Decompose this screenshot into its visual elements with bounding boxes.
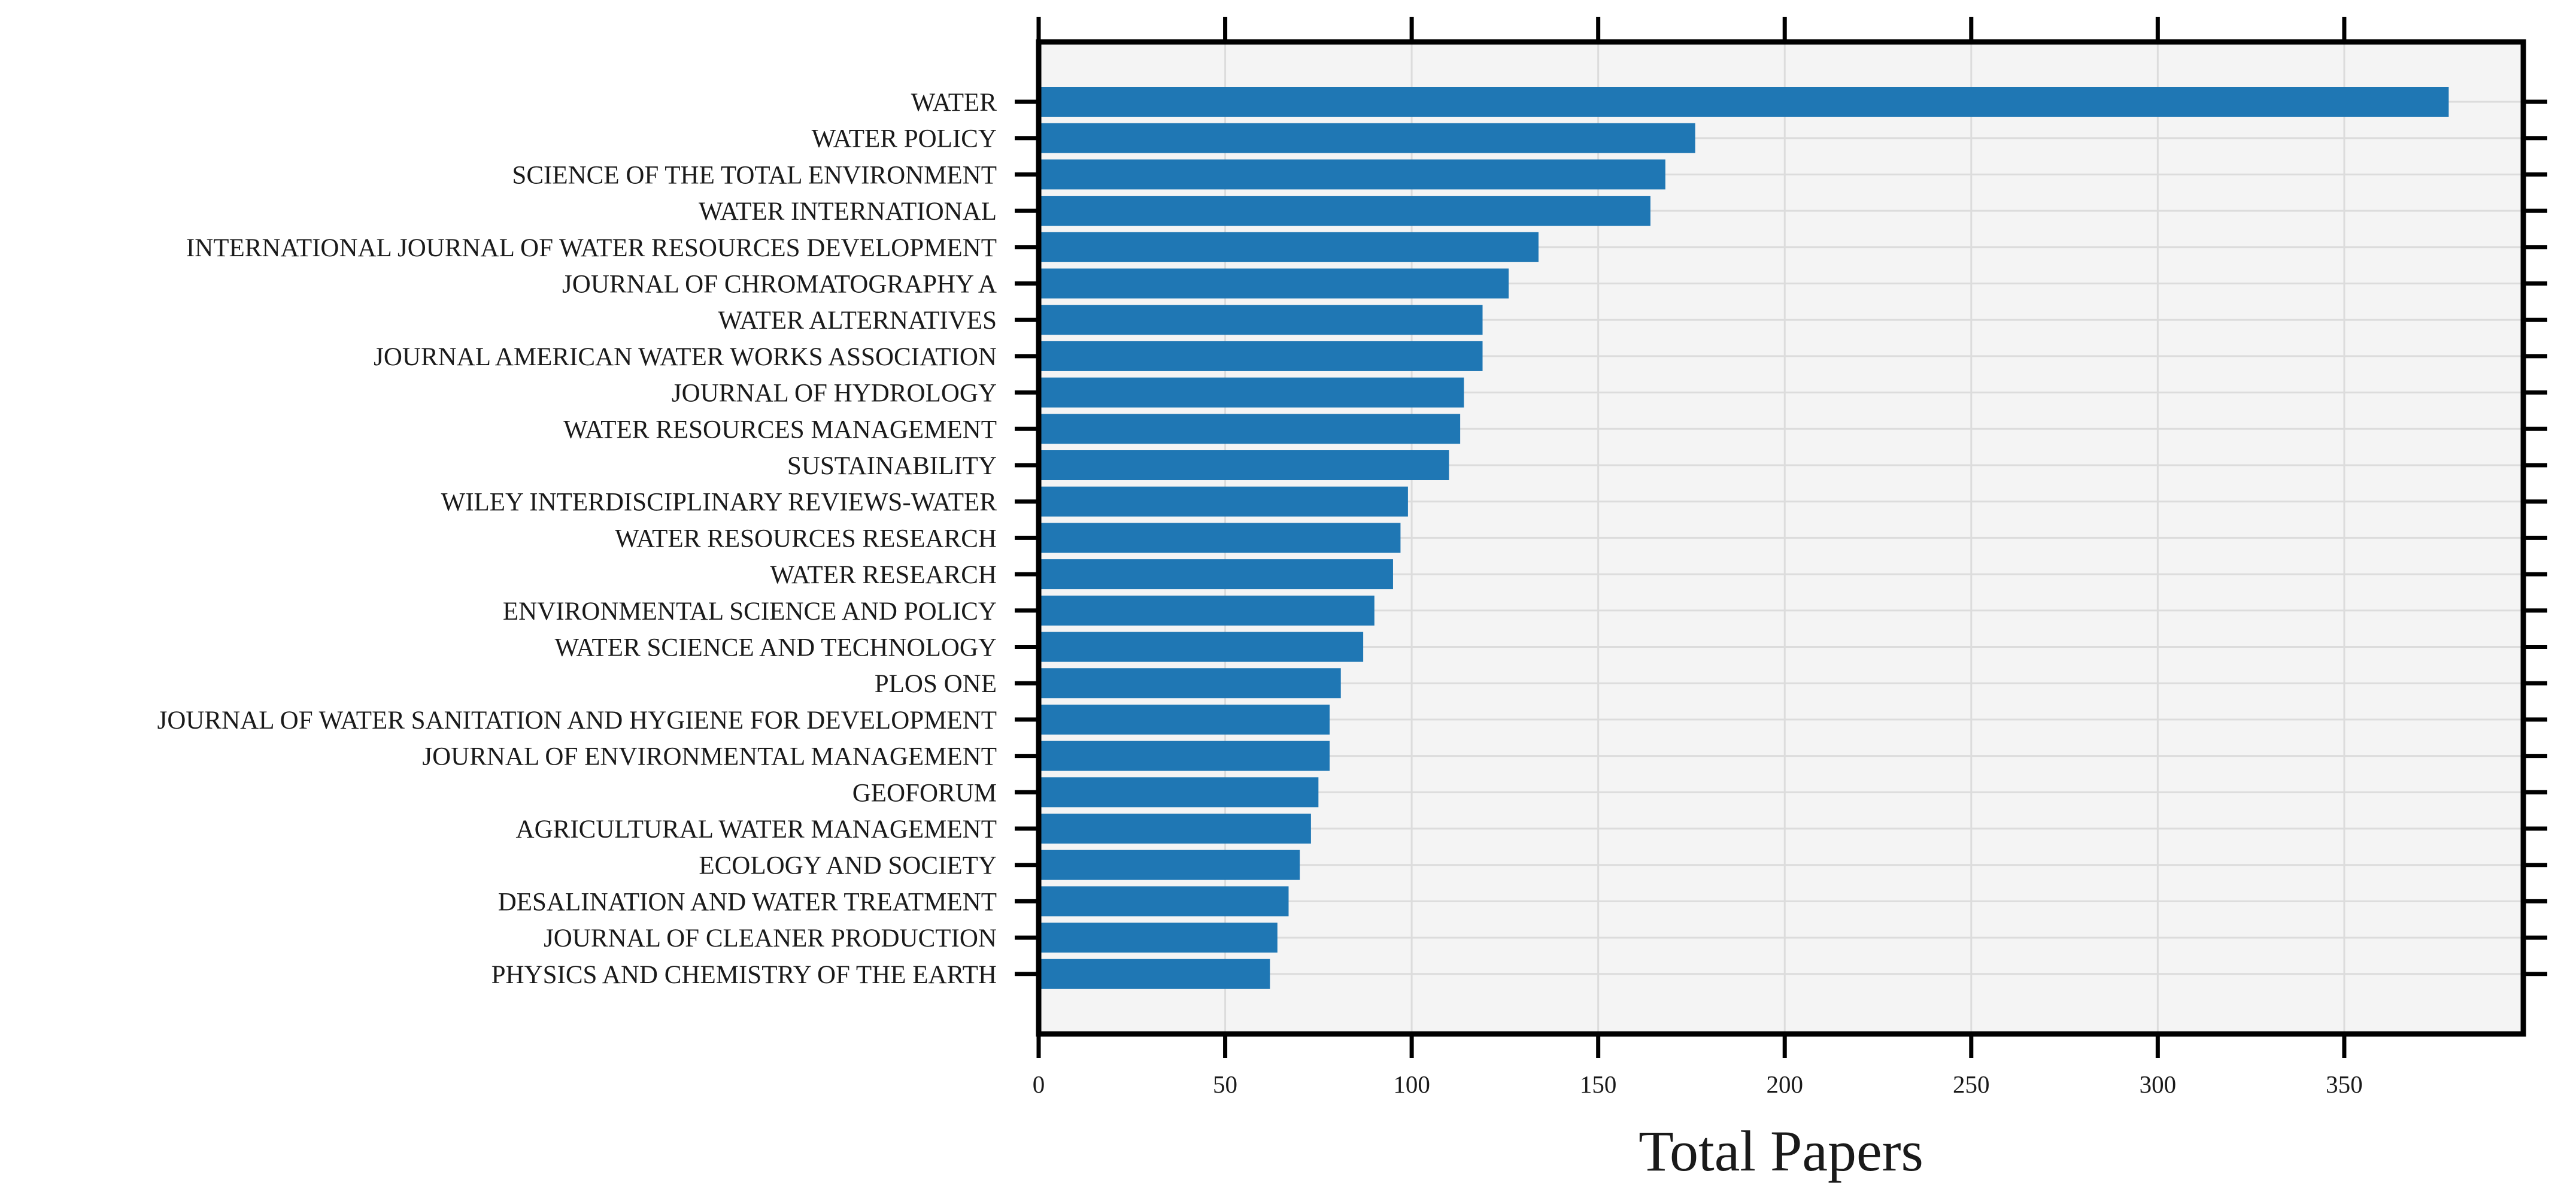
category-label: ECOLOGY AND SOCIETY bbox=[699, 852, 997, 880]
category-label: WATER SCIENCE AND TECHNOLOGY bbox=[554, 634, 997, 662]
bars bbox=[1039, 87, 2449, 989]
bar bbox=[1039, 741, 1330, 771]
category-label: WATER INTERNATIONAL bbox=[699, 198, 997, 226]
x-tick-label: 50 bbox=[1213, 1070, 1237, 1098]
bar bbox=[1039, 87, 2449, 117]
x-tick-label: 0 bbox=[1033, 1070, 1045, 1098]
category-label: WATER RESOURCES MANAGEMENT bbox=[563, 415, 997, 444]
bar bbox=[1039, 450, 1449, 480]
category-label: WATER RESOURCES RESEARCH bbox=[615, 524, 997, 553]
category-labels: WATER WATER POLICY SCIENCE OF THE TOTAL EN… bbox=[157, 89, 997, 989]
category-label: SCIENCE OF THE TOTAL ENVIRONMENT bbox=[512, 161, 997, 189]
bar bbox=[1039, 123, 1695, 153]
bar bbox=[1039, 595, 1375, 626]
bar bbox=[1039, 341, 1483, 371]
category-label: DESALINATION AND WATER TREATMENT bbox=[498, 888, 997, 916]
bar bbox=[1039, 196, 1650, 226]
x-tick-label: 350 bbox=[2326, 1070, 2363, 1098]
category-label: PLOS ONE bbox=[875, 670, 997, 698]
category-label: INTERNATIONAL JOURNAL OF WATER RESOURCES… bbox=[186, 234, 997, 262]
category-label: SUSTAINABILITY bbox=[787, 452, 997, 480]
x-axis-title: Total Papers bbox=[1639, 1119, 1923, 1183]
x-tick-label: 200 bbox=[1766, 1070, 1803, 1098]
bar bbox=[1039, 886, 1289, 917]
category-label: PHYSICS AND CHEMISTRY OF THE EARTH bbox=[491, 961, 997, 989]
x-tick-label: 250 bbox=[1953, 1070, 1990, 1098]
category-label: JOURNAL OF CLEANER PRODUCTION bbox=[544, 924, 997, 953]
bar bbox=[1039, 704, 1330, 735]
bar bbox=[1039, 486, 1408, 517]
bar bbox=[1039, 632, 1364, 662]
category-label: WILEY INTERDISCIPLINARY REVIEWS-WATER bbox=[441, 489, 997, 517]
category-label: GEOFORUM bbox=[852, 779, 997, 807]
x-tick-label: 300 bbox=[2140, 1070, 2177, 1098]
bar bbox=[1039, 559, 1393, 590]
bar bbox=[1039, 377, 1464, 408]
x-tick-label: 100 bbox=[1393, 1070, 1430, 1098]
bar bbox=[1039, 777, 1319, 808]
bar bbox=[1039, 232, 1539, 262]
plot-frame bbox=[1036, 39, 2526, 1037]
category-label: JOURNAL OF HYDROLOGY bbox=[672, 380, 997, 408]
category-label: WATER POLICY bbox=[812, 125, 997, 153]
x-tick-labels: 0 50 100 150 200 250 300 350 bbox=[1033, 1070, 2363, 1098]
category-label: ENVIRONMENTAL SCIENCE AND POLICY bbox=[503, 598, 997, 626]
axis-ticks bbox=[1015, 17, 2547, 1058]
category-label: AGRICULTURAL WATER MANAGEMENT bbox=[516, 815, 997, 844]
bar bbox=[1039, 850, 1300, 880]
bar bbox=[1039, 814, 1311, 844]
bar bbox=[1039, 523, 1401, 553]
bar bbox=[1039, 923, 1278, 953]
category-label: WATER ALTERNATIVES bbox=[718, 307, 997, 335]
category-label: JOURNAL OF CHROMATOGRAPHY A bbox=[562, 271, 997, 299]
bar bbox=[1039, 268, 1509, 299]
bar bbox=[1039, 159, 1665, 190]
category-label: JOURNAL OF ENVIRONMENTAL MANAGEMENT bbox=[422, 743, 997, 771]
x-tick-label: 150 bbox=[1580, 1070, 1617, 1098]
bar bbox=[1039, 414, 1461, 444]
category-label: WATER RESEARCH bbox=[770, 561, 997, 589]
bar bbox=[1039, 305, 1483, 335]
category-label: JOURNAL AMERICAN WATER WORKS ASSOCIATION bbox=[374, 343, 997, 371]
category-label: WATER bbox=[911, 89, 997, 117]
bar bbox=[1039, 959, 1270, 989]
bar bbox=[1039, 668, 1341, 699]
category-label: JOURNAL OF WATER SANITATION AND HYGIENE … bbox=[157, 706, 997, 735]
